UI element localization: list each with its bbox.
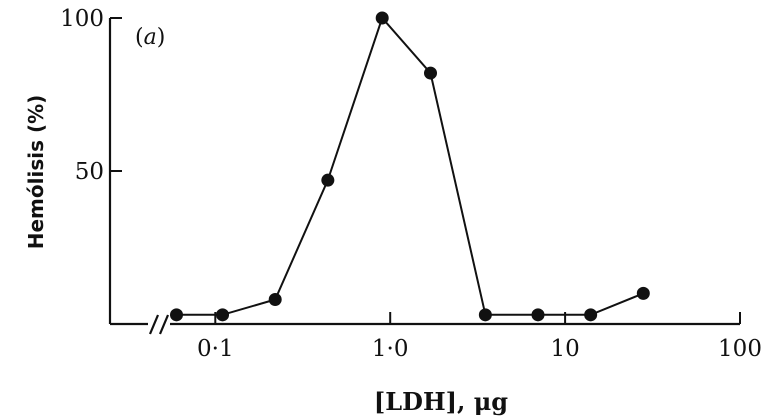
x-axis-label: [LDH], μg: [374, 387, 508, 416]
series-layer: [169, 11, 650, 322]
y-axis-label: Hemólisis (%): [24, 95, 48, 250]
x-tick-label: 10: [550, 336, 579, 362]
data-point: [636, 286, 650, 300]
data-point: [321, 173, 335, 187]
data-point: [531, 308, 545, 322]
series-line: [176, 16, 644, 316]
data-point: [169, 308, 183, 322]
data-point: [478, 308, 492, 322]
x-axis-break-mark-1: [148, 314, 160, 335]
x-axis-break-mark-2: [158, 314, 170, 335]
data-point: [424, 66, 438, 80]
data-point: [375, 11, 389, 25]
data-point: [216, 308, 230, 322]
x-ticks: 0·1 1·0 10 100: [197, 312, 762, 362]
y-tick-label: 100: [60, 6, 104, 32]
y-ticks: 50 100: [60, 6, 122, 185]
data-point: [268, 293, 282, 307]
panel-label: (a): [135, 25, 165, 50]
x-tick-label: 1·0: [372, 336, 409, 362]
data-point: [584, 308, 598, 322]
x-tick-label: 100: [718, 336, 762, 362]
x-tick-label: 0·1: [197, 336, 234, 362]
y-tick-label: 50: [75, 159, 104, 185]
